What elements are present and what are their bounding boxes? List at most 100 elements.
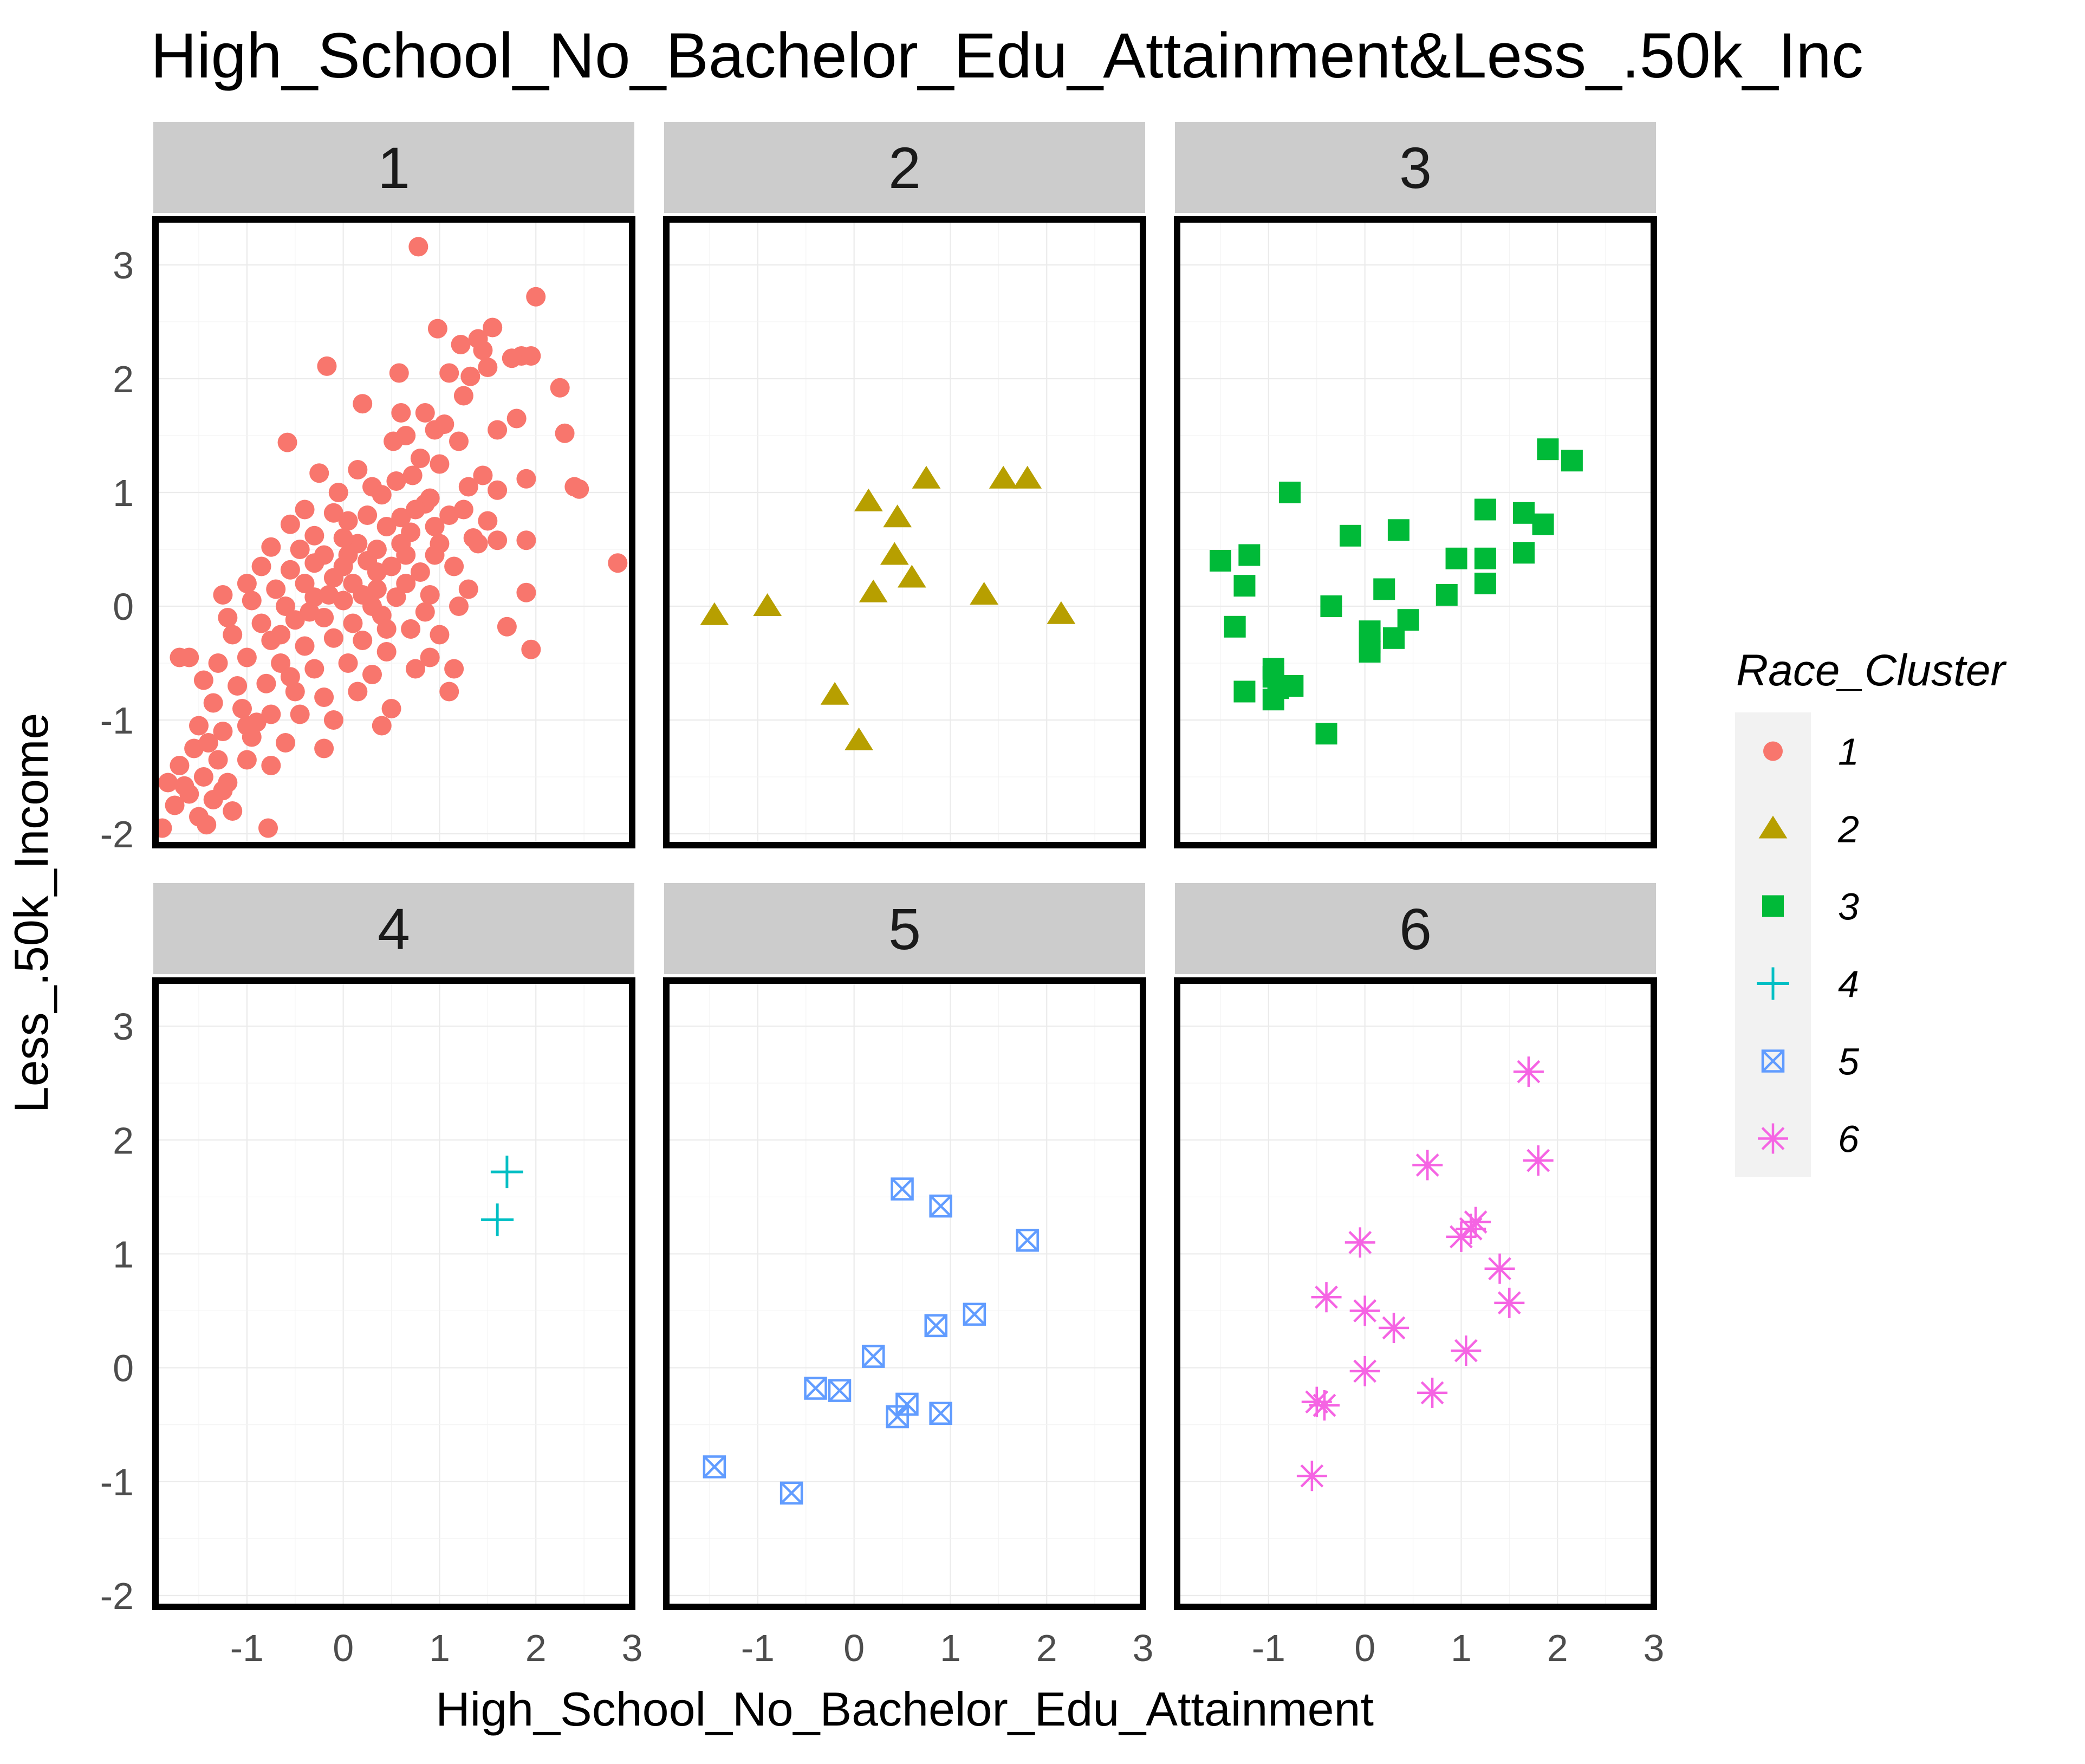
- data-point: [1513, 502, 1535, 524]
- data-point: [213, 722, 233, 741]
- data-point: [1460, 1207, 1491, 1237]
- y-tick-label: 3: [113, 244, 134, 287]
- data-point: [415, 602, 435, 622]
- data-point: [912, 465, 941, 489]
- data-point: [223, 625, 243, 645]
- series-2: [700, 465, 1076, 750]
- data-point: [376, 642, 397, 662]
- series-1: [152, 237, 628, 838]
- data-point: [256, 673, 276, 693]
- facet-strip-label-6: 6: [1399, 896, 1432, 962]
- data-point: [1262, 689, 1284, 711]
- data-point: [258, 818, 278, 838]
- facet-panel-6: 6: [1174, 883, 1657, 1610]
- data-point: [1451, 1335, 1482, 1366]
- data-point: [372, 485, 392, 505]
- legend-item-2: 2: [1758, 808, 1859, 851]
- legend-item-6: 6: [1758, 1118, 1859, 1160]
- legend-marker: [1763, 741, 1783, 761]
- data-point: [251, 556, 271, 576]
- legend-key-background: [1735, 712, 1811, 1177]
- data-point: [367, 562, 387, 582]
- facet-strip-label-3: 3: [1399, 135, 1432, 200]
- x-tick-label: 0: [1354, 1627, 1375, 1669]
- data-point: [924, 1314, 948, 1338]
- x-tick-label: 3: [622, 1627, 643, 1669]
- facet-strip-label-4: 4: [378, 896, 410, 962]
- data-point: [854, 488, 883, 511]
- data-point: [1373, 578, 1395, 600]
- data-point: [1309, 1390, 1340, 1421]
- data-point: [280, 667, 300, 687]
- data-point: [427, 319, 447, 339]
- data-point: [410, 449, 430, 468]
- data-point: [338, 653, 358, 673]
- data-point: [444, 556, 464, 576]
- data-point: [820, 682, 849, 705]
- data-point: [1224, 615, 1246, 638]
- data-point: [384, 431, 404, 451]
- data-point: [780, 1481, 803, 1505]
- data-point: [165, 795, 185, 815]
- facet-strip-2: [664, 122, 1145, 213]
- data-point: [203, 693, 223, 713]
- data-point: [208, 653, 228, 673]
- data-point: [453, 500, 473, 520]
- legend-marker: [1758, 815, 1788, 839]
- data-point: [290, 704, 310, 724]
- data-point: [402, 465, 423, 485]
- y-tick-label: -1: [100, 699, 134, 742]
- data-point: [430, 625, 450, 645]
- gridlines-6: [1177, 981, 1655, 1607]
- data-point: [1279, 482, 1301, 503]
- panel-border-4: [152, 977, 635, 1610]
- data-point: [228, 676, 248, 696]
- facet-panel-4: 4: [152, 883, 635, 1610]
- data-point: [859, 579, 888, 602]
- data-point: [458, 477, 478, 497]
- x-tick-label: 0: [843, 1627, 865, 1669]
- data-point: [483, 317, 503, 338]
- data-point: [449, 596, 469, 616]
- data-point: [1320, 595, 1342, 617]
- panel-border-2: [663, 216, 1146, 848]
- data-point: [323, 628, 343, 648]
- gridlines-5: [666, 981, 1144, 1607]
- data-point: [970, 582, 999, 605]
- data-point: [963, 1302, 986, 1326]
- data-point: [319, 585, 339, 605]
- data-point: [372, 716, 392, 736]
- data-point: [1484, 1253, 1515, 1284]
- data-point: [1340, 524, 1361, 547]
- data-point: [516, 582, 536, 602]
- x-tick-label: -1: [741, 1627, 775, 1669]
- data-point: [213, 585, 233, 605]
- data-point: [343, 613, 363, 633]
- data-point: [276, 596, 295, 616]
- data-point: [1474, 573, 1496, 594]
- data-point: [861, 1345, 885, 1368]
- data-point: [1445, 547, 1467, 569]
- data-point: [449, 431, 469, 451]
- data-point: [1047, 601, 1076, 624]
- x-tick-label: 2: [1036, 1627, 1057, 1669]
- data-point: [317, 356, 337, 376]
- data-point: [1233, 575, 1256, 597]
- data-point: [1446, 1221, 1477, 1252]
- data-point: [453, 386, 473, 406]
- facet-strip-label-5: 5: [888, 896, 921, 962]
- data-point: [1397, 609, 1419, 631]
- gridlines-2: [666, 219, 1144, 845]
- data-point: [309, 463, 329, 483]
- data-point: [406, 659, 425, 679]
- facet-strip-3: [1175, 122, 1656, 213]
- data-point: [929, 1194, 952, 1218]
- data-point: [1311, 1282, 1342, 1313]
- data-point: [401, 619, 421, 639]
- facet-strip-6: [1175, 883, 1656, 974]
- y-tick-label: 3: [113, 1006, 134, 1048]
- data-point: [295, 636, 315, 656]
- legend-title: Race_Cluster: [1736, 646, 2007, 695]
- x-tick-label: 1: [429, 1627, 450, 1669]
- data-point: [1344, 1227, 1375, 1258]
